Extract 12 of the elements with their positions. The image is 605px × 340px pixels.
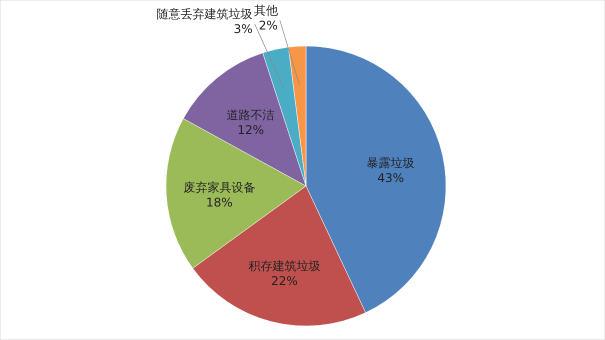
slice-label: 道路不洁 [226, 108, 275, 122]
slice-label: 暴露垃圾 [366, 156, 415, 170]
data-label: 2% [258, 18, 278, 32]
data-label: 3% [234, 22, 253, 36]
slice-label: 积存建筑垃圾 [248, 259, 320, 274]
slice-label: 废弃家具设备 [183, 180, 256, 194]
data-label: 12% [237, 123, 264, 138]
slice-label: 其他 [254, 3, 278, 18]
slice-label: 随意丢弃建筑垃圾 [156, 6, 253, 21]
data-label: 18% [206, 195, 233, 210]
data-label: 22% [271, 274, 298, 288]
data-label: 43% [377, 171, 404, 186]
